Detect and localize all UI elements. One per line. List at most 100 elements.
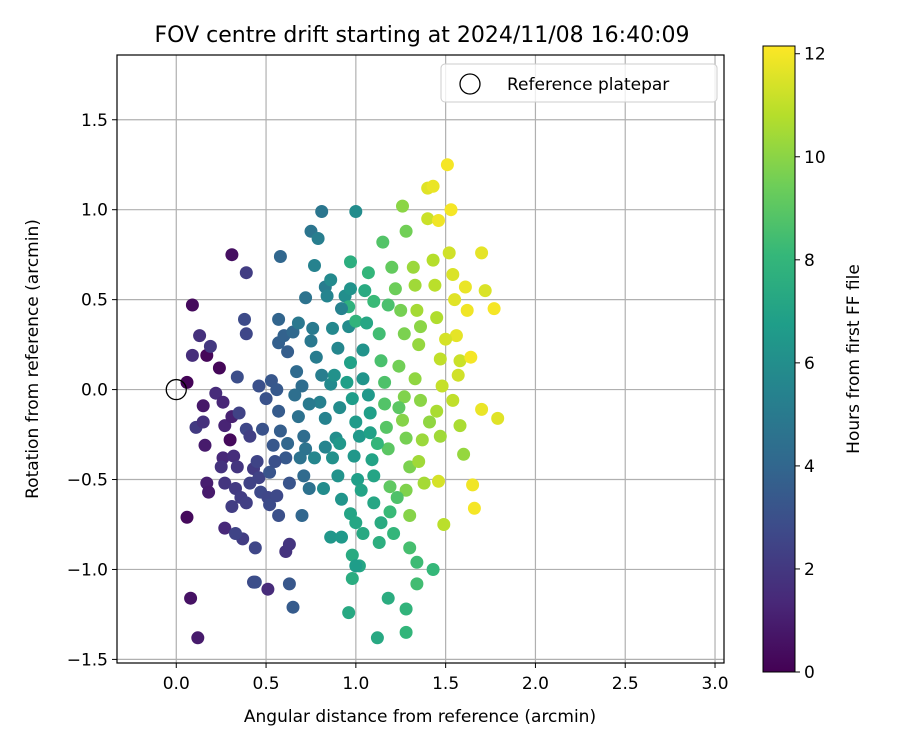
scatter-point	[390, 491, 404, 504]
scatter-point	[293, 451, 307, 465]
scatter-point	[367, 294, 381, 308]
reference-marker-layer	[165, 378, 187, 401]
scatter-point	[299, 291, 313, 305]
scatter-point	[417, 476, 431, 490]
scatter-point	[381, 298, 395, 312]
colorbar-tick-label: 8	[804, 251, 815, 271]
scatter-point	[430, 404, 444, 418]
colorbar-tick-label: 6	[804, 354, 815, 374]
scatter-point	[406, 260, 420, 274]
scatter-point	[478, 284, 492, 298]
scatter-point	[324, 273, 338, 287]
scatter-point	[345, 548, 359, 562]
scatter-point	[412, 338, 426, 352]
scatter-point	[263, 498, 277, 512]
scatter-point	[239, 496, 253, 510]
scatter-point	[315, 205, 329, 218]
scatter-point	[372, 327, 386, 341]
scatter-point	[360, 316, 374, 330]
scatter-point	[446, 393, 460, 407]
scatter-point	[367, 496, 381, 510]
scatter-point	[196, 415, 210, 429]
scatter-point	[491, 411, 505, 425]
scatter-point	[432, 474, 445, 488]
chart-title: FOV centre drift starting at 2024/11/08 …	[155, 23, 690, 48]
scatter-point	[392, 359, 406, 373]
legend-entry-reference-platepar: Reference platepar	[507, 75, 669, 95]
scatter-point	[347, 449, 361, 463]
scatter-point	[396, 413, 409, 427]
scatter-point	[302, 482, 316, 495]
scatter-point	[326, 451, 339, 465]
scatter-point	[426, 563, 440, 576]
scatter-point	[444, 203, 458, 217]
scatter-point	[318, 440, 332, 454]
scatter-point	[370, 437, 384, 450]
scatter-point	[439, 332, 453, 346]
scatter-point	[216, 395, 230, 409]
scatter-point	[212, 361, 226, 375]
scatter-point	[345, 392, 359, 406]
scatter-point	[344, 282, 357, 296]
scatter-point	[349, 415, 363, 429]
scatter-point	[214, 460, 228, 474]
scatter-point	[397, 327, 411, 341]
scatter-point	[433, 352, 447, 366]
scatter-point	[309, 350, 323, 364]
scatter-point	[320, 289, 334, 303]
scatter-point	[370, 631, 384, 645]
colorbar-label: Hours from first FF file	[844, 264, 864, 454]
scatter-point	[304, 334, 318, 348]
x-tick-label: 1.5	[432, 674, 459, 694]
scatter-point	[388, 282, 402, 296]
scatter-point	[306, 321, 320, 335]
scatter-point	[261, 582, 275, 596]
scatter-point	[361, 388, 375, 402]
scatter-point	[266, 438, 280, 452]
scatter-point	[415, 433, 429, 447]
scatter-point	[250, 455, 264, 468]
scatter-point	[333, 437, 347, 450]
scatter-point	[218, 521, 232, 535]
scatter-point	[378, 397, 392, 411]
scatter-point	[408, 372, 422, 386]
reference-platepar-marker	[165, 378, 187, 401]
legend: Reference platepar	[440, 63, 718, 103]
scatter-point	[399, 224, 413, 238]
scatter-point	[291, 316, 305, 330]
scatter-point	[440, 158, 454, 172]
plot-frame	[116, 54, 725, 664]
y-tick-label: 0.0	[81, 381, 108, 401]
scatter-point	[196, 399, 210, 413]
scatter-point	[376, 235, 390, 249]
scatter-point	[374, 516, 388, 530]
scatter-point	[344, 356, 357, 370]
scatter-point	[203, 339, 217, 353]
scatter-point	[230, 460, 244, 474]
scatter-point	[279, 451, 293, 465]
scatter-point	[295, 509, 309, 522]
scatter-point	[185, 298, 199, 312]
scatter-point	[282, 577, 296, 591]
scatter-point	[270, 383, 284, 397]
y-tick-label: 1.5	[81, 111, 108, 131]
legend-reference-marker	[459, 73, 481, 95]
scatter-point	[202, 485, 216, 499]
scatter-point	[198, 438, 212, 452]
scatter-point	[248, 575, 262, 589]
scatter-point	[232, 406, 246, 420]
scatter-point	[272, 509, 286, 522]
y-tick-label: 1.0	[81, 201, 108, 221]
x-axis-label: Angular distance from reference (arcmin)	[244, 707, 596, 727]
x-axis-ticks: 0.0 0.5 1.0 1.5 2.0 2.5 3.0	[163, 663, 729, 694]
scatter-point	[282, 537, 296, 551]
colorbar-tick-label: 4	[804, 457, 815, 477]
scatter-point	[374, 354, 388, 368]
scatter-point	[239, 327, 253, 341]
scatter-point	[225, 500, 239, 513]
scatter-point	[351, 473, 365, 486]
scatter-point	[281, 437, 295, 450]
scatter-point	[218, 476, 232, 490]
x-tick-label: 1.0	[342, 674, 369, 694]
scatter-point	[396, 199, 409, 213]
